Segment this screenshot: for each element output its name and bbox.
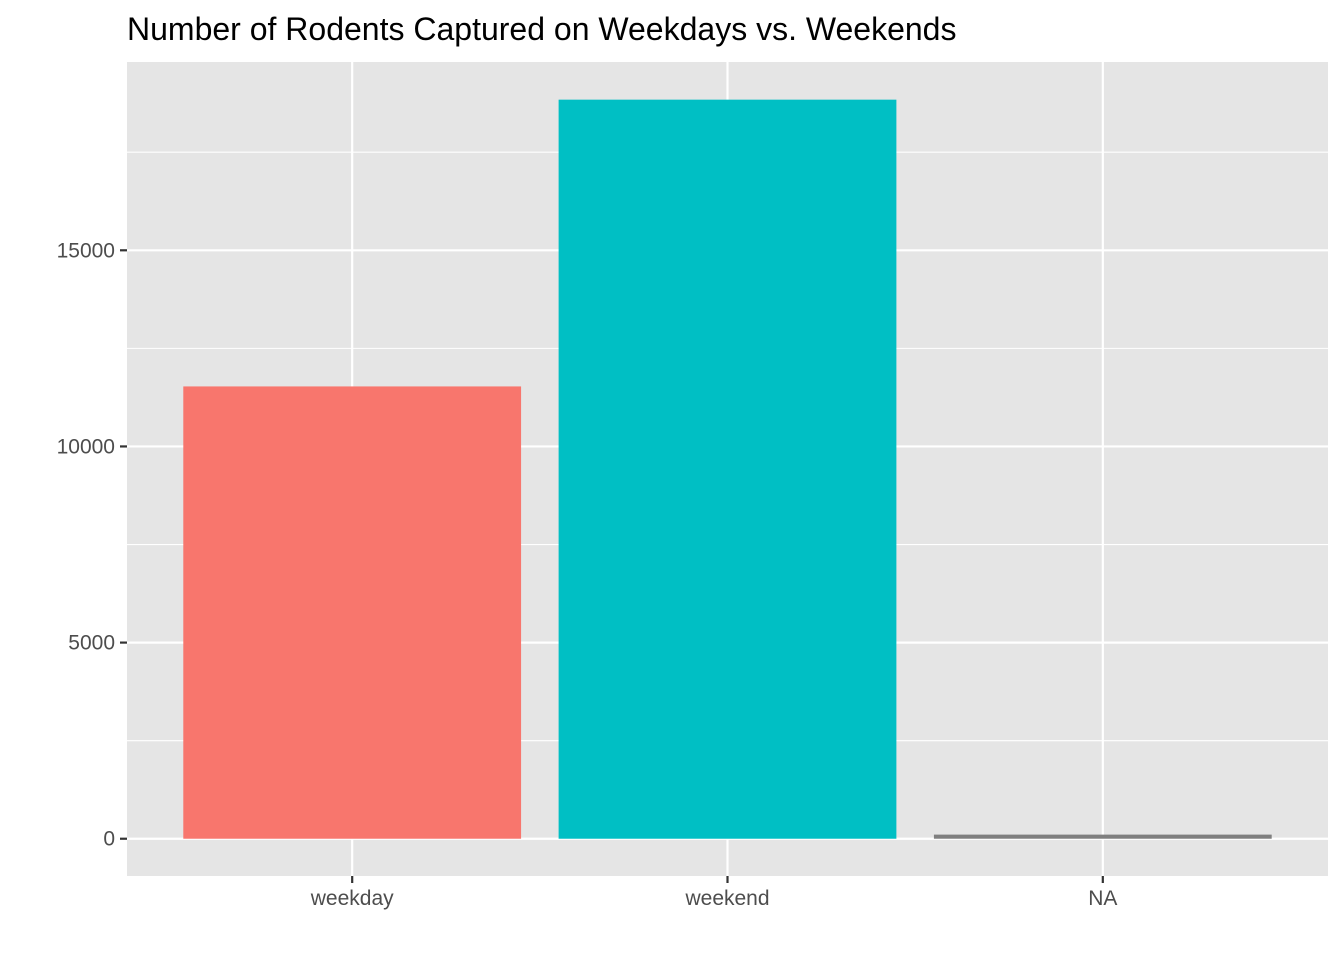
bar-weekend <box>558 99 897 839</box>
x-tick-label: NA <box>1088 887 1117 910</box>
y-tick-label: 0 <box>103 828 115 851</box>
y-tick-label: 10000 <box>57 435 115 458</box>
bar-weekday <box>183 386 522 839</box>
chart-title: Number of Rodents Captured on Weekdays v… <box>127 11 956 47</box>
y-tick-label: 15000 <box>57 239 115 262</box>
x-tick-label: weekend <box>684 887 769 910</box>
y-axis: 0 5000 10000 15000 <box>57 239 127 851</box>
bar-na <box>933 834 1272 839</box>
bars-group <box>183 99 1272 839</box>
x-tick-label: weekday <box>310 887 394 910</box>
y-tick-label: 5000 <box>68 632 115 655</box>
x-axis: weekday weekend NA <box>310 876 1117 910</box>
